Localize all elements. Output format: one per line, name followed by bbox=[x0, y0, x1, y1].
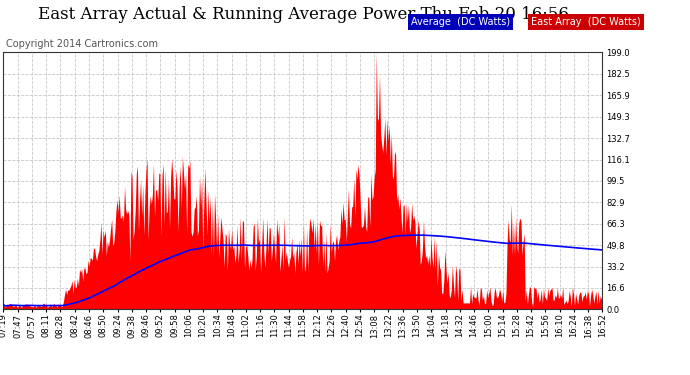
Text: Copyright 2014 Cartronics.com: Copyright 2014 Cartronics.com bbox=[6, 39, 157, 50]
Text: Average  (DC Watts): Average (DC Watts) bbox=[411, 17, 510, 27]
Text: East Array  (DC Watts): East Array (DC Watts) bbox=[531, 17, 641, 27]
Text: East Array Actual & Running Average Power Thu Feb 20 16:56: East Array Actual & Running Average Powe… bbox=[38, 6, 569, 22]
